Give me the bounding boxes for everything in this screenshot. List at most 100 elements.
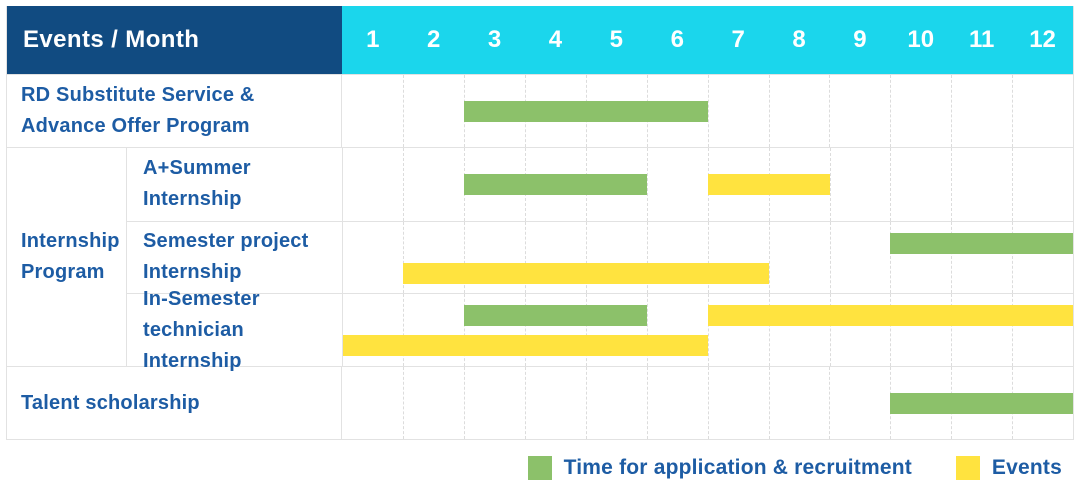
application-recruitment-bar xyxy=(890,232,1073,254)
month-gridline xyxy=(707,294,709,366)
month-gridline xyxy=(464,367,466,439)
chart-cell-rd-substitute xyxy=(342,75,1073,147)
month-gridline xyxy=(768,221,770,293)
row-group-internship-program: Internship Program A+Summer Internship S… xyxy=(7,147,1073,372)
month-label: 5 xyxy=(609,26,624,53)
chart-cell-semester-project xyxy=(343,221,1073,293)
month-gridline xyxy=(707,221,709,293)
month-gridline xyxy=(403,75,405,147)
application-recruitment-bar xyxy=(464,174,647,195)
legend-label-application-recruitment: Time for application & recruitment xyxy=(563,456,912,479)
row-label-line: Internship xyxy=(143,188,242,211)
month-label: 11 xyxy=(968,26,995,53)
legend-swatch-green xyxy=(527,456,552,480)
row-talent-scholarship: Talent scholarship xyxy=(7,366,1073,439)
chart-cell-a-plus-summer xyxy=(343,148,1073,221)
row-rd-substitute: RD Substitute Service & Advance Offer Pr… xyxy=(7,74,1073,147)
chart-cell-talent-scholarship xyxy=(342,367,1073,439)
chart-cell-in-semester-technician xyxy=(342,294,1073,366)
month-gridline xyxy=(525,367,527,439)
row-label-line: In-Semester xyxy=(143,287,260,310)
events-bar xyxy=(707,174,830,195)
row-label-line: Advance Offer Program xyxy=(21,115,250,137)
month-gridline xyxy=(646,148,648,221)
row-label-line: A+Summer xyxy=(143,157,251,180)
legend-swatch-yellow xyxy=(955,456,980,480)
month-gridline xyxy=(525,221,527,293)
month-gridline xyxy=(829,221,831,293)
month-label: 10 xyxy=(907,26,935,53)
month-label: 9 xyxy=(853,26,867,53)
month-gridline xyxy=(707,75,709,147)
month-gridline xyxy=(890,221,892,293)
month-gridline xyxy=(1012,294,1014,366)
month-gridline xyxy=(646,367,648,439)
legend-label-events: Events xyxy=(991,456,1062,479)
group-label-line: Internship xyxy=(21,230,120,252)
month-gridline xyxy=(464,294,466,366)
events-bar xyxy=(342,335,708,356)
row-label-a-plus-summer: A+Summer Internship xyxy=(127,148,343,221)
header-title: Events / Month xyxy=(7,6,343,74)
month-gridline xyxy=(403,221,405,293)
events-bar xyxy=(403,262,769,284)
group-label-internship-program: Internship Program xyxy=(7,148,127,366)
month-label: 3 xyxy=(487,26,502,53)
row-in-semester-technician: In-Semester technician Internship xyxy=(127,288,1073,372)
month-gridline xyxy=(586,294,588,366)
month-label: 7 xyxy=(731,26,745,53)
month-gridline xyxy=(403,148,405,221)
month-gridline xyxy=(403,367,405,439)
row-label-line: technician Internship xyxy=(143,318,244,372)
row-label-line: RD Substitute Service & xyxy=(21,84,255,106)
row-label-in-semester-technician: In-Semester technician Internship xyxy=(127,288,343,372)
month-gridline xyxy=(829,294,831,366)
month-gridline xyxy=(464,221,466,293)
row-label-semester-project: Semester project Internship xyxy=(127,221,343,293)
application-recruitment-bar xyxy=(464,101,708,122)
month-label: 6 xyxy=(670,26,684,53)
month-gridline xyxy=(585,367,587,439)
month-label: 8 xyxy=(792,26,806,53)
group-label-line: Program xyxy=(21,261,105,283)
row-label-line: Internship xyxy=(143,261,242,284)
month-gridline xyxy=(1012,75,1014,147)
month-gridline xyxy=(707,367,709,439)
month-gridline xyxy=(768,294,770,366)
month-gridline xyxy=(890,294,892,366)
month-gridline xyxy=(829,75,831,147)
row-a-plus-summer: A+Summer Internship xyxy=(127,148,1073,221)
legend: Time for application & recruitment Event… xyxy=(6,456,1074,480)
month-gridline xyxy=(951,294,953,366)
month-header: 1 2 3 4 5 6 7 8 9 10 11 12 xyxy=(342,6,1073,74)
month-gridline xyxy=(768,367,770,439)
month-gridline xyxy=(646,221,648,293)
row-label-line: Talent scholarship xyxy=(21,391,200,414)
month-gridline xyxy=(951,148,953,221)
row-label-rd-substitute: RD Substitute Service & Advance Offer Pr… xyxy=(7,75,343,147)
month-label: 1 xyxy=(366,26,380,53)
row-semester-project: Semester project Internship xyxy=(127,220,1073,293)
month-gridline xyxy=(586,221,588,293)
header-row: Events / Month 1 2 3 4 5 6 7 8 9 10 11 12 xyxy=(7,6,1073,74)
month-label: 12 xyxy=(1029,26,1056,53)
month-gridline xyxy=(890,148,892,221)
month-gridline xyxy=(890,75,892,147)
row-label-talent-scholarship: Talent scholarship xyxy=(7,367,343,439)
month-gridline xyxy=(829,367,831,439)
month-label: 2 xyxy=(427,26,441,53)
month-gridline xyxy=(403,294,405,366)
month-gridline xyxy=(1012,221,1014,293)
application-recruitment-bar xyxy=(464,305,647,326)
row-label-line: Semester project xyxy=(143,230,309,253)
application-recruitment-bar xyxy=(890,393,1073,414)
month-label: 4 xyxy=(548,26,563,53)
month-gridline xyxy=(525,294,527,366)
month-gridline xyxy=(768,75,770,147)
events-bar xyxy=(707,305,1073,326)
legend-item-application-recruitment: Time for application & recruitment xyxy=(527,456,912,480)
legend-item-events: Events xyxy=(955,456,1062,480)
month-gridline xyxy=(829,148,831,221)
month-gridline xyxy=(646,294,648,366)
